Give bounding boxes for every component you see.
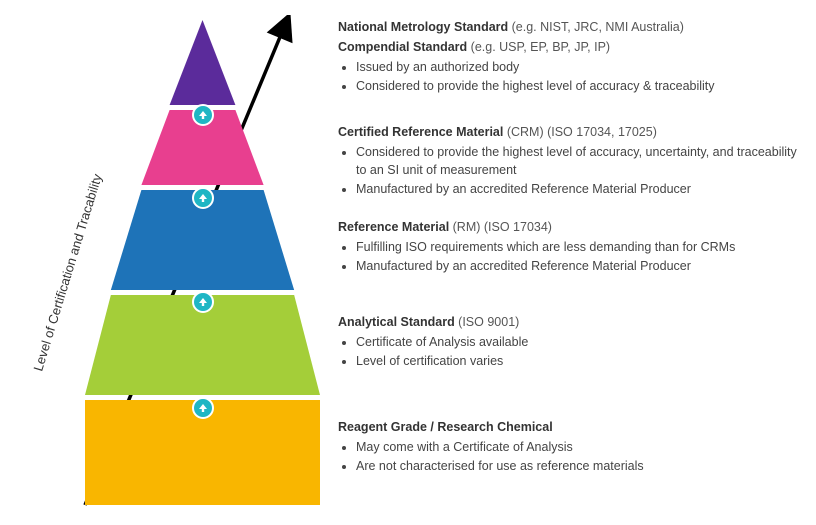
description-block-0: National Metrology Standard (e.g. NIST, …	[338, 18, 798, 97]
title-normal: (ISO 9001)	[455, 315, 520, 329]
description-title: Analytical Standard (ISO 9001)	[338, 313, 798, 331]
bullet-item: Are not characterised for use as referen…	[356, 457, 798, 475]
bullet-list: Issued by an authorized bodyConsidered t…	[338, 58, 798, 95]
description-block-2: Reference Material (RM) (ISO 17034) Fulfi…	[338, 218, 798, 276]
title-bold: National Metrology Standard	[338, 20, 508, 34]
bullet-item: Manufactured by an accredited Reference …	[356, 180, 798, 198]
bullet-item: Issued by an authorized body	[356, 58, 798, 76]
title-normal: (e.g. USP, EP, BP, JP, IP)	[467, 40, 610, 54]
bullet-list: Certificate of Analysis availableLevel o…	[338, 333, 798, 370]
up-arrow-icon	[192, 104, 214, 126]
description-title: National Metrology Standard (e.g. NIST, …	[338, 18, 798, 36]
bullet-item: Certificate of Analysis available	[356, 333, 798, 351]
bullet-list: Fulfilling ISO requirements which are le…	[338, 238, 798, 275]
bullet-item: Manufactured by an accredited Reference …	[356, 257, 798, 275]
pyramid-layer-0	[85, 20, 320, 105]
bullet-item: May come with a Certificate of Analysis	[356, 438, 798, 456]
title-bold: Reagent Grade / Research Chemical	[338, 420, 553, 434]
pyramid	[85, 20, 320, 505]
title-bold: Reference Material	[338, 220, 449, 234]
description-title: Reagent Grade / Research Chemical	[338, 418, 798, 436]
description-block-3: Analytical Standard (ISO 9001) Certificat…	[338, 313, 798, 371]
title-normal: (CRM) (ISO 17034, 17025)	[503, 125, 657, 139]
up-arrow-icon	[192, 397, 214, 419]
bullet-list: May come with a Certificate of AnalysisA…	[338, 438, 798, 475]
up-arrow-icon	[192, 291, 214, 313]
description-block-1: Certified Reference Material (CRM) (ISO …	[338, 123, 798, 200]
up-arrow-icon	[192, 187, 214, 209]
bullet-item: Level of certification varies	[356, 352, 798, 370]
bullet-list: Considered to provide the highest level …	[338, 143, 798, 198]
title-bold: Analytical Standard	[338, 315, 455, 329]
description-title: Reference Material (RM) (ISO 17034)	[338, 218, 798, 236]
description-title: Compendial Standard (e.g. USP, EP, BP, J…	[338, 38, 798, 56]
title-bold: Certified Reference Material	[338, 125, 503, 139]
title-normal: (RM) (ISO 17034)	[449, 220, 552, 234]
title-normal: (e.g. NIST, JRC, NMI Australia)	[508, 20, 684, 34]
bullet-item: Considered to provide the highest level …	[356, 77, 798, 95]
bullet-item: Considered to provide the highest level …	[356, 143, 798, 179]
description-title: Certified Reference Material (CRM) (ISO …	[338, 123, 798, 141]
bullet-item: Fulfilling ISO requirements which are le…	[356, 238, 798, 256]
description-block-4: Reagent Grade / Research Chemical May com…	[338, 418, 798, 476]
title-bold: Compendial Standard	[338, 40, 467, 54]
